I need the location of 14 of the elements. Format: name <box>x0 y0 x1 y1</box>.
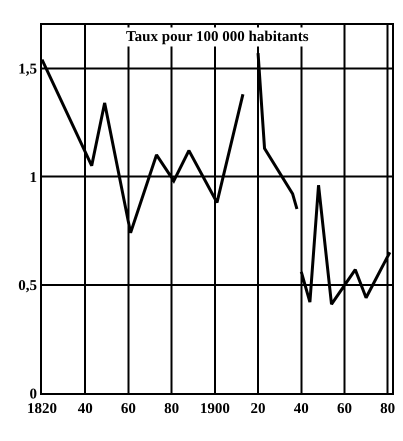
x-tick-label: 60 <box>336 401 352 417</box>
y-tick-label: 0,5 <box>18 278 37 294</box>
x-tick-label: 1900 <box>200 401 230 417</box>
y-tick-label: 0 <box>30 386 37 402</box>
x-tick-label: 40 <box>78 401 93 417</box>
x-tick-label: 1820 <box>27 401 57 417</box>
x-tick-label: 80 <box>380 401 396 417</box>
y-tick-label: 1,5 <box>18 62 37 78</box>
x-tick-label: 80 <box>164 401 180 417</box>
x-tick-label: 60 <box>120 401 136 417</box>
annotation: Taux pour 100 000 habitants <box>126 29 309 45</box>
y-tick-label: 1 <box>30 170 37 186</box>
x-tick-label: 20 <box>250 401 266 417</box>
x-tick-label: 40 <box>294 401 309 417</box>
